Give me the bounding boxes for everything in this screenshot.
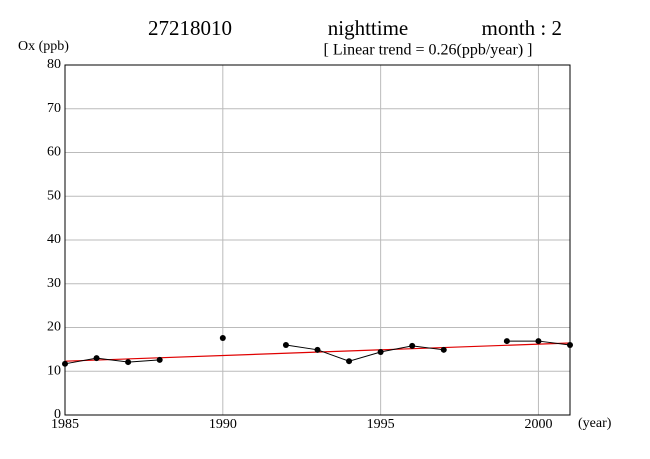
x-tick-label: 2000 xyxy=(524,417,552,432)
y-tick-label: 10 xyxy=(47,363,61,378)
data-point xyxy=(567,342,573,348)
chart-subtitle: [ Linear trend = 0.26(ppb/year) ] xyxy=(324,42,533,59)
y-tick-label: 60 xyxy=(47,145,61,160)
chart-title-right: month : 2 xyxy=(481,16,562,40)
data-point xyxy=(93,355,100,362)
series-line xyxy=(64,357,160,365)
chart-title-mid: nighttime xyxy=(328,16,409,40)
y-tick-label: 80 xyxy=(47,57,61,72)
data-point xyxy=(282,342,289,348)
y-tick-label: 30 xyxy=(47,276,61,291)
data-point xyxy=(314,346,321,353)
chart-title: 27218010 xyxy=(148,16,232,40)
data-point xyxy=(346,358,353,365)
data-point xyxy=(62,360,68,367)
data-point xyxy=(377,349,384,355)
x-tick-label: 1985 xyxy=(51,417,79,432)
x-axis-label: (year) xyxy=(578,416,612,431)
series-line xyxy=(285,344,444,362)
data-point xyxy=(503,338,510,345)
data-point xyxy=(219,335,226,341)
data-point xyxy=(535,338,542,345)
y-tick-label: 0 xyxy=(54,407,61,422)
plot-frame xyxy=(64,64,571,416)
data-point xyxy=(440,346,447,353)
y-tick-label: 50 xyxy=(47,188,61,203)
y-tick-label: 40 xyxy=(47,232,61,247)
y-tick-label: 70 xyxy=(47,101,61,116)
data-point xyxy=(125,359,132,366)
y-tick-label: 20 xyxy=(47,320,61,335)
y-axis-label: Ox (ppb) xyxy=(18,39,69,54)
x-tick-label: 1995 xyxy=(367,417,395,432)
data-point xyxy=(409,342,416,349)
data-point xyxy=(156,356,163,363)
x-tick-label: 1990 xyxy=(209,417,237,432)
